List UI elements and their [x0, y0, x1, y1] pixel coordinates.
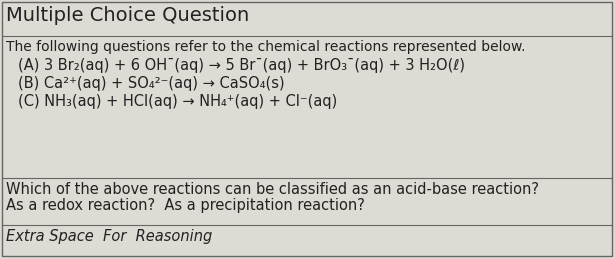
Text: (B) Ca²⁺(aq) + SO₄²⁻(aq) → CaSO₄(s): (B) Ca²⁺(aq) + SO₄²⁻(aq) → CaSO₄(s) [18, 76, 285, 91]
Text: Extra Space  For  Reasoning: Extra Space For Reasoning [6, 229, 212, 244]
Text: Multiple Choice Question: Multiple Choice Question [6, 6, 249, 25]
Text: As a redox reaction?  As a precipitation reaction?: As a redox reaction? As a precipitation … [6, 198, 365, 213]
Text: (C) NH₃(aq) + HCl(aq) → NH₄⁺(aq) + Cl⁻(aq): (C) NH₃(aq) + HCl(aq) → NH₄⁺(aq) + Cl⁻(a… [18, 94, 337, 109]
Text: (A) 3 Br₂(aq) + 6 OH¯(aq) → 5 Br¯(aq) + BrO₃¯(aq) + 3 H₂O(ℓ): (A) 3 Br₂(aq) + 6 OH¯(aq) → 5 Br¯(aq) + … [18, 58, 465, 73]
Text: The following questions refer to the chemical reactions represented below.: The following questions refer to the che… [6, 40, 525, 54]
Text: Which of the above reactions can be classified as an acid-base reaction?: Which of the above reactions can be clas… [6, 182, 539, 197]
